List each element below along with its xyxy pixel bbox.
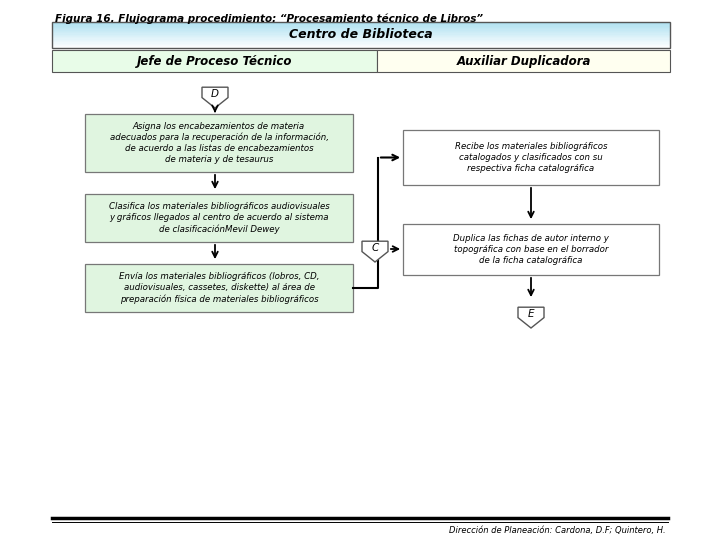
Bar: [52, 33, 670, 35]
Text: Figura 16. Flujograma procedimiento: “Procesamiento técnico de Libros”: Figura 16. Flujograma procedimiento: “Pr…: [55, 14, 483, 24]
Bar: [377, 50, 670, 72]
Bar: [52, 37, 670, 39]
Text: Recibe los materiales bibliográficos
catalogados y clasificados con su
respectiv: Recibe los materiales bibliográficos cat…: [455, 142, 607, 173]
Bar: [403, 224, 659, 275]
Text: Duplica las fichas de autor interno y
topográfica con base en el borrador
de la : Duplica las fichas de autor interno y to…: [453, 234, 609, 265]
Text: Dirección de Planeación: Cardona, D.F; Quintero, H.: Dirección de Planeación: Cardona, D.F; Q…: [449, 526, 666, 535]
Polygon shape: [518, 307, 544, 328]
Bar: [52, 35, 670, 36]
Polygon shape: [362, 241, 388, 262]
Bar: [52, 24, 670, 26]
Bar: [85, 264, 353, 312]
Text: Jefe de Proceso Técnico: Jefe de Proceso Técnico: [137, 55, 292, 68]
Bar: [52, 32, 670, 33]
Bar: [52, 25, 670, 27]
Bar: [52, 29, 670, 31]
Bar: [85, 114, 353, 172]
Bar: [52, 28, 670, 30]
Bar: [52, 46, 670, 48]
Polygon shape: [202, 87, 228, 108]
Bar: [52, 40, 670, 42]
Bar: [52, 50, 377, 72]
Text: Asigna los encabezamientos de materia
adecuados para la recuperación de la infor: Asigna los encabezamientos de materia ad…: [109, 122, 328, 165]
Bar: [52, 41, 670, 43]
Bar: [52, 36, 670, 38]
Text: Envía los materiales bibliográficos (lobros, CD,
audiovisuales, cassetes, disket: Envía los materiales bibliográficos (lob…: [119, 272, 319, 304]
Text: Auxiliar Duplicadora: Auxiliar Duplicadora: [456, 55, 590, 68]
Bar: [52, 22, 670, 48]
Bar: [52, 42, 670, 44]
Text: Clasifica los materiales bibliográficos audiovisuales
y gráficos llegados al cen: Clasifica los materiales bibliográficos …: [109, 202, 329, 234]
Bar: [52, 22, 670, 23]
Text: Centro de Biblioteca: Centro de Biblioteca: [289, 29, 433, 42]
Bar: [52, 31, 670, 32]
Bar: [52, 45, 670, 46]
Bar: [403, 130, 659, 185]
Text: E: E: [528, 309, 534, 319]
Text: D: D: [211, 89, 219, 99]
Bar: [52, 26, 670, 29]
Bar: [52, 23, 670, 25]
Text: C: C: [372, 244, 379, 253]
Bar: [52, 38, 670, 40]
Bar: [85, 194, 353, 242]
Bar: [52, 44, 670, 45]
